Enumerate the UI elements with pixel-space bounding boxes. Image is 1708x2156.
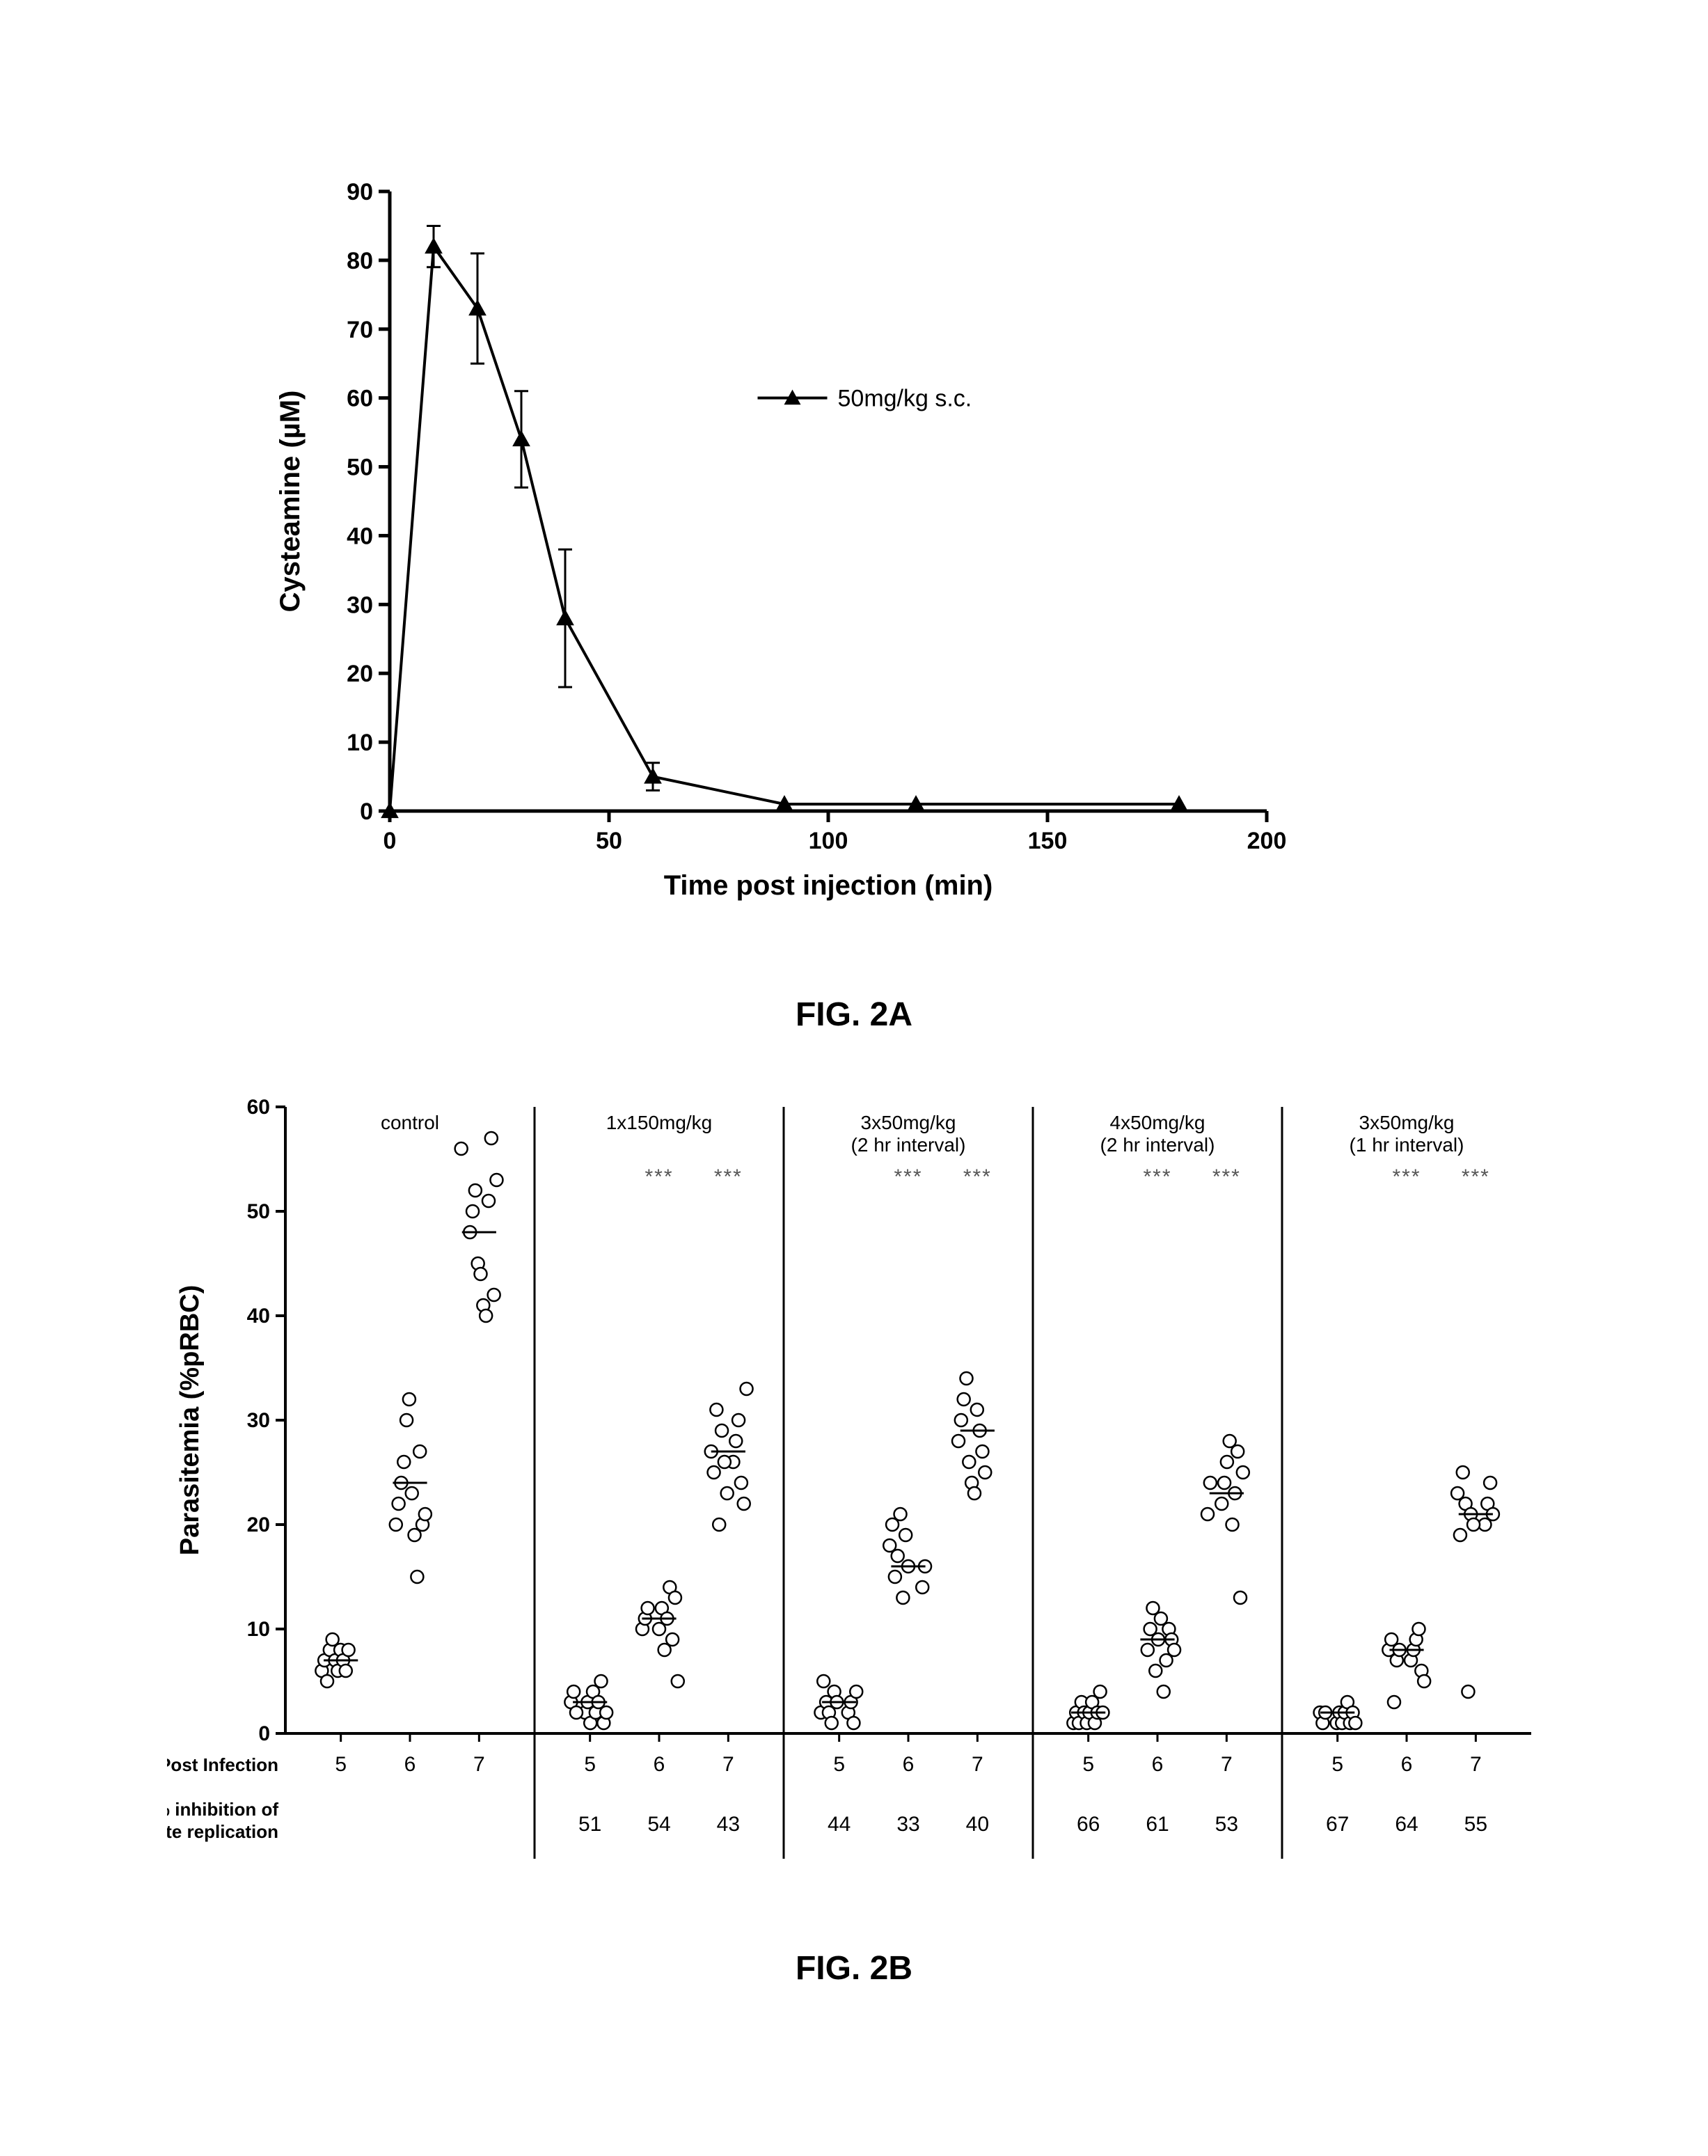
- svg-text:40: 40: [247, 1305, 270, 1328]
- svg-text:0: 0: [383, 828, 397, 854]
- svg-text:20: 20: [347, 661, 373, 687]
- svg-text:7: 7: [972, 1753, 983, 1776]
- fig-2b-chart: 0 10 20 30 40 50 60 Parasitemia (%pRBC) Day Post…: [167, 1093, 1545, 1914]
- svg-text:***: ***: [714, 1165, 743, 1188]
- svg-text:0: 0: [258, 1722, 270, 1745]
- svg-text:50: 50: [247, 1200, 270, 1223]
- svg-text:(2 hr interval): (2 hr interval): [851, 1134, 966, 1156]
- fig-2b-label: FIG. 2B: [0, 1949, 1708, 1988]
- svg-text:Cysteamine (µM): Cysteamine (µM): [275, 391, 306, 613]
- svg-text:90: 90: [347, 179, 373, 205]
- svg-text:10: 10: [247, 1618, 270, 1641]
- svg-text:% inhibition of: % inhibition of: [167, 1799, 278, 1820]
- svg-text:(1 hr interval): (1 hr interval): [1350, 1134, 1464, 1156]
- svg-text:***: ***: [963, 1165, 992, 1188]
- svg-text:3x50mg/kg: 3x50mg/kg: [861, 1112, 956, 1133]
- fig-2a-chart: 0 10 20 30 40 50 60 70 80 90 0 50 100 150 200 Time post…: [264, 171, 1308, 936]
- svg-text:7: 7: [722, 1753, 734, 1776]
- svg-text:7: 7: [473, 1753, 485, 1776]
- svg-text:Time post injection (min): Time post injection (min): [664, 870, 993, 901]
- svg-text:1x150mg/kg: 1x150mg/kg: [606, 1112, 713, 1133]
- svg-text:6: 6: [404, 1753, 416, 1776]
- svg-text:51: 51: [578, 1813, 601, 1836]
- svg-text:10: 10: [347, 730, 373, 756]
- svg-text:20: 20: [247, 1513, 270, 1536]
- svg-text:50: 50: [347, 455, 373, 481]
- svg-text:67: 67: [1326, 1813, 1349, 1836]
- svg-text:0: 0: [360, 798, 373, 825]
- svg-text:5: 5: [833, 1753, 845, 1776]
- svg-text:70: 70: [347, 317, 373, 343]
- svg-text:30: 30: [347, 592, 373, 618]
- svg-text:40: 40: [347, 523, 373, 549]
- svg-text:4x50mg/kg: 4x50mg/kg: [1110, 1112, 1205, 1133]
- svg-text:Day Post Infection: Day Post Infection: [167, 1754, 278, 1775]
- svg-text:60: 60: [247, 1096, 270, 1119]
- svg-text:5: 5: [1082, 1753, 1094, 1776]
- svg-text:60: 60: [347, 386, 373, 412]
- svg-text:55: 55: [1464, 1813, 1487, 1836]
- svg-text:5: 5: [584, 1753, 596, 1776]
- svg-text:54: 54: [647, 1813, 670, 1836]
- svg-text:66: 66: [1077, 1813, 1100, 1836]
- svg-text:150: 150: [1028, 828, 1068, 854]
- fig-2a-label: FIG. 2A: [0, 996, 1708, 1034]
- svg-text:53: 53: [1215, 1813, 1238, 1836]
- svg-text:40: 40: [966, 1813, 989, 1836]
- svg-text:64: 64: [1395, 1813, 1418, 1836]
- svg-text:(2 hr interval): (2 hr interval): [1100, 1134, 1215, 1156]
- svg-text:200: 200: [1247, 828, 1287, 854]
- svg-text:44: 44: [828, 1813, 851, 1836]
- svg-text:***: ***: [645, 1165, 673, 1188]
- svg-text:6: 6: [654, 1753, 665, 1776]
- svg-text:***: ***: [1462, 1165, 1490, 1188]
- svg-text:7: 7: [1470, 1753, 1482, 1776]
- svg-text:50mg/kg s.c.: 50mg/kg s.c.: [838, 386, 972, 412]
- svg-text:***: ***: [1212, 1165, 1241, 1188]
- svg-text:33: 33: [896, 1813, 919, 1836]
- svg-text:6: 6: [903, 1753, 915, 1776]
- svg-text:50: 50: [596, 828, 622, 854]
- svg-text:***: ***: [1392, 1165, 1421, 1188]
- svg-text:Parasitemia (%pRBC): Parasitemia (%pRBC): [175, 1285, 205, 1556]
- svg-text:7: 7: [1221, 1753, 1233, 1776]
- svg-text:6: 6: [1152, 1753, 1164, 1776]
- svg-text:control: control: [381, 1112, 439, 1133]
- svg-text:100: 100: [809, 828, 848, 854]
- svg-text:30: 30: [247, 1409, 270, 1432]
- svg-text:6: 6: [1401, 1753, 1413, 1776]
- svg-text:3x50mg/kg: 3x50mg/kg: [1359, 1112, 1455, 1133]
- svg-text:***: ***: [1143, 1165, 1171, 1188]
- svg-text:***: ***: [894, 1165, 922, 1188]
- svg-text:61: 61: [1146, 1813, 1169, 1836]
- svg-text:5: 5: [1331, 1753, 1343, 1776]
- svg-text:5: 5: [335, 1753, 347, 1776]
- svg-text:43: 43: [717, 1813, 740, 1836]
- svg-text:parasite replication: parasite replication: [167, 1821, 278, 1842]
- svg-text:80: 80: [347, 248, 373, 274]
